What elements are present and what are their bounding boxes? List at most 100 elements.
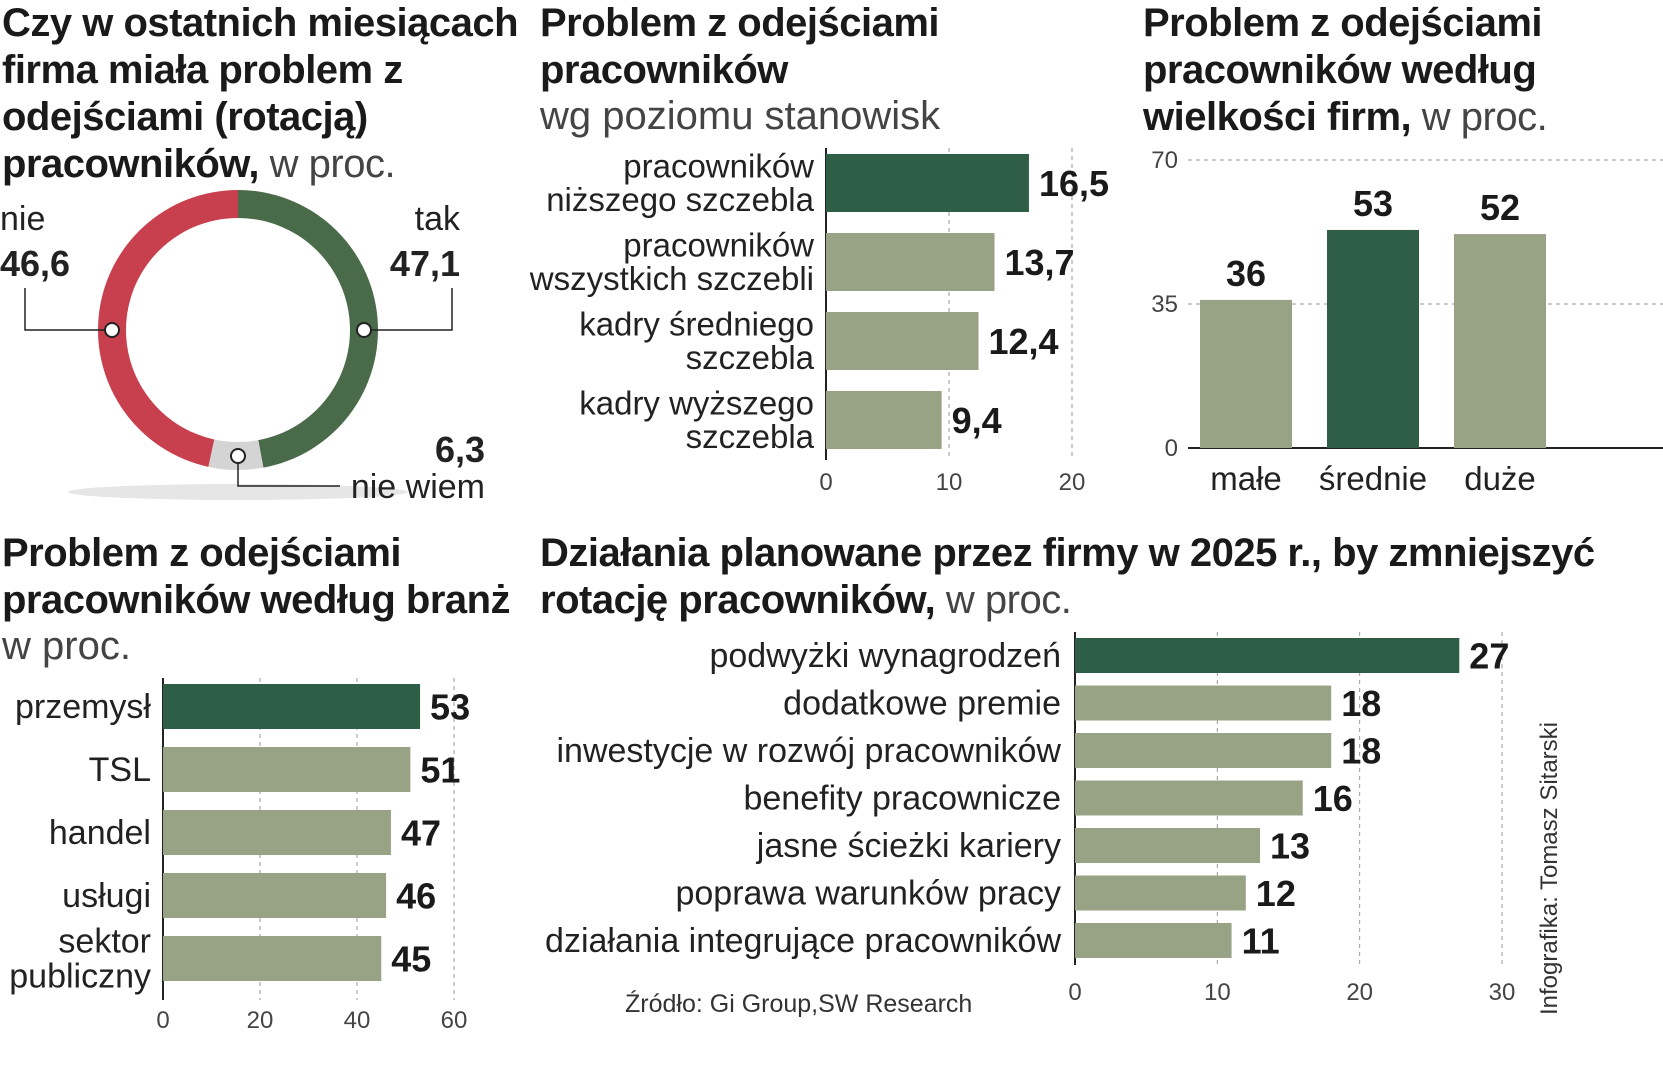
actions-bar-5 [1075, 875, 1246, 911]
industries-bar-0 [163, 684, 421, 729]
size-category-1: średnie [1319, 460, 1427, 497]
actions-bar-2 [1075, 733, 1332, 768]
industries-bar-chart: 0 20 40 60 53 przemysł 51 TSL 47 handel 46 usługi 45… [9, 678, 470, 1034]
donut-title: Czy w ostatnich miesiącach firma miała p… [2, 1, 519, 186]
actions-bar-1 [1075, 685, 1332, 721]
actions-category-5: poprawa warunków pracy [675, 875, 1061, 913]
levels-value-3: 9,4 [952, 400, 1002, 441]
donut-slice-0 [238, 190, 379, 468]
industries-bar-4 [163, 936, 382, 981]
size-tick-0: 0 [1165, 435, 1178, 462]
source-note: Źródło: Gi Group,SW Research [625, 990, 973, 1018]
donut-leader-2 [24, 288, 112, 331]
industries-tick-2: 40 [344, 1007, 371, 1034]
size-category-0: małe [1210, 460, 1282, 497]
size-title: Problem z odejściami pracowników według … [1143, 1, 1548, 139]
actions-bar-3 [1075, 780, 1303, 816]
donut-value-2: 46,6 [0, 243, 70, 284]
levels-bar-1 [826, 233, 995, 291]
actions-bar-4 [1075, 828, 1261, 863]
levels-title: Problem z odejściami pracowników [540, 1, 940, 92]
actions-category-6: działania integrujące pracowników [545, 922, 1061, 960]
actions-value-1: 18 [1341, 683, 1381, 724]
actions-tick-3: 30 [1489, 979, 1516, 1006]
levels-category-1-line-1: wszystkich szczebli [529, 260, 814, 297]
levels-bar-2 [826, 312, 979, 370]
industries-tick-1: 20 [247, 1007, 274, 1034]
actions-category-0: podwyżki wynagrodzeń [709, 637, 1061, 675]
donut-marker-1 [230, 448, 246, 464]
actions-value-5: 12 [1256, 873, 1296, 914]
size-bar-2 [1454, 234, 1546, 448]
donut-label-0: tak [415, 200, 461, 238]
size-value-1: 53 [1353, 183, 1393, 224]
industries-title-block: Problem z odejściami pracowników według … [2, 530, 522, 668]
industries-bar-2 [163, 810, 391, 855]
donut-title-block: Czy w ostatnich miesiącach firma miała p… [2, 0, 522, 188]
size-tick-2: 70 [1151, 147, 1178, 174]
donut-value-0: 47,1 [390, 243, 460, 284]
industries-value-4: 45 [391, 938, 431, 979]
industries-category-1: TSL [89, 751, 151, 789]
levels-value-2: 12,4 [989, 321, 1059, 362]
size-title-block: Problem z odejściami pracowników według … [1143, 0, 1643, 141]
donut-value-1: 6,3 [435, 429, 485, 470]
actions-bar-0 [1075, 638, 1460, 673]
size-bar-1 [1327, 229, 1419, 448]
industries-value-3: 46 [396, 875, 436, 916]
levels-category-3-line-0: kadry wyższego [579, 384, 814, 421]
actions-value-0: 27 [1469, 635, 1509, 676]
industries-value-1: 51 [420, 749, 460, 790]
size-category-2: duże [1464, 460, 1536, 497]
levels-tick-1: 10 [936, 469, 963, 496]
actions-category-2: inwestycje w rozwój pracowników [556, 732, 1061, 770]
actions-value-2: 18 [1341, 730, 1381, 771]
industries-category-4-line-1: publiczny [9, 957, 151, 995]
donut-slice-2 [97, 190, 238, 467]
donut-shadow [68, 484, 408, 500]
donut-label-1: nie wiem [351, 468, 485, 506]
levels-category-2-line-0: kadry średniego [579, 305, 814, 342]
actions-value-3: 16 [1313, 778, 1353, 819]
actions-title: Działania planowane przez firmy w 2025 r… [540, 531, 1595, 622]
industries-category-3: usługi [62, 877, 151, 915]
donut-leader-0 [364, 288, 453, 331]
industries-category-0: przemysł [15, 688, 151, 726]
industries-tick-3: 60 [441, 1007, 468, 1034]
donut-marker-0 [356, 322, 372, 338]
donut-leader-1 [237, 456, 340, 487]
size-bar-chart: 0 35 70 36 małe 53 średnie 52 duże [1151, 147, 1663, 497]
actions-bar-6 [1075, 923, 1232, 958]
actions-category-1: dodatkowe premie [783, 685, 1061, 723]
levels-tick-2: 20 [1059, 469, 1086, 496]
levels-category-0-line-0: pracowników [623, 147, 814, 184]
actions-tick-1: 10 [1204, 979, 1231, 1006]
industries-bar-3 [163, 873, 387, 918]
actions-tick-2: 20 [1346, 979, 1373, 1006]
levels-title-block: Problem z odejściami pracowników wg pozi… [540, 0, 970, 138]
industries-bar-1 [163, 747, 411, 792]
levels-category-2-line-1: szczebla [686, 339, 815, 376]
levels-category-1-line-0: pracowników [623, 226, 814, 263]
donut-label-2: nie [0, 200, 45, 238]
industries-tick-0: 0 [156, 1007, 169, 1034]
size-bar-0 [1200, 299, 1292, 448]
actions-category-3: benefity pracownicze [743, 780, 1061, 818]
size-value-2: 52 [1480, 187, 1520, 228]
industries-title: Problem z odejściami pracowników według … [2, 531, 511, 622]
credit-note: Infografika: Tomasz Sitarski [1536, 721, 1563, 1015]
industries-category-4-line-0: sektor [58, 923, 151, 961]
levels-bar-3 [826, 391, 942, 449]
size-tick-1: 35 [1151, 291, 1178, 318]
levels-bar-0 [826, 154, 1029, 212]
donut-marker-2 [104, 322, 120, 338]
actions-value-4: 13 [1270, 825, 1310, 866]
industries-category-2: handel [49, 814, 151, 852]
industries-value-0: 53 [430, 686, 470, 727]
levels-tick-0: 0 [819, 469, 832, 496]
actions-tick-0: 0 [1068, 979, 1081, 1006]
levels-value-1: 13,7 [1005, 242, 1075, 283]
actions-title-block: Działania planowane przez firmy w 2025 r… [540, 530, 1600, 624]
